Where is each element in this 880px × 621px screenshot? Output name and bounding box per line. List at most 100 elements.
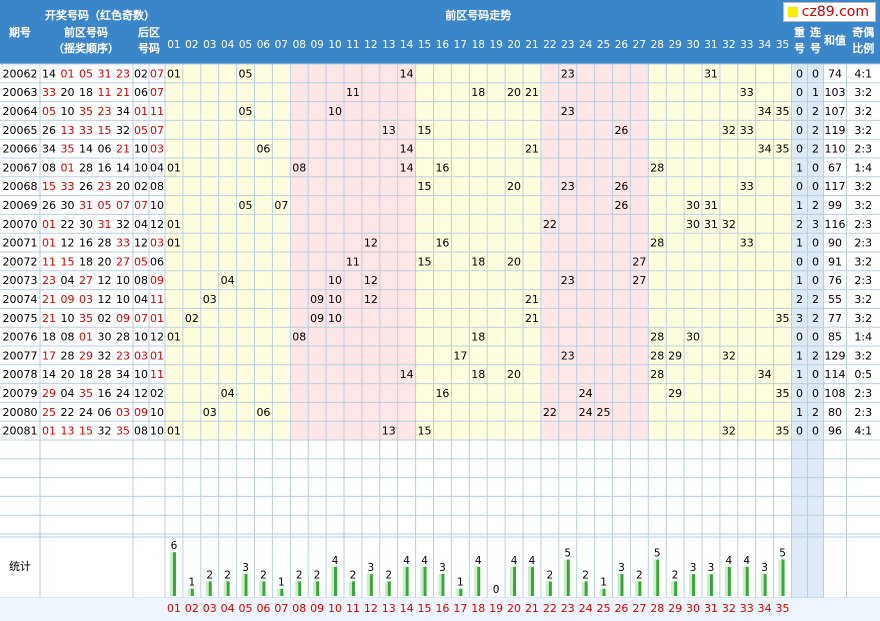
stat-bar-shade <box>366 574 370 596</box>
site-logo[interactable]: cz89.com <box>782 2 876 22</box>
row-front-number: 12 <box>98 274 112 287</box>
header-ratio-a: 奇偶 <box>852 25 874 39</box>
row-front-number: 11 <box>98 86 112 99</box>
row-sum: 114 <box>825 368 846 381</box>
row-trend-number: 04 <box>221 274 235 287</box>
bottom-col-23: 23 <box>561 602 575 615</box>
row-repeat: 0 <box>796 331 803 344</box>
bottom-col-31: 31 <box>704 602 718 615</box>
row-repeat: 0 <box>796 143 803 156</box>
stat-bar <box>674 581 678 596</box>
row-back-number: 02 <box>134 180 148 193</box>
row-back-number: 10 <box>150 425 164 438</box>
row-front-number: 22 <box>61 406 75 419</box>
row-front-number: 27 <box>116 255 130 268</box>
row-front-number: 35 <box>116 425 130 438</box>
row-front-number: 18 <box>79 255 93 268</box>
row-front-number: 28 <box>61 349 75 362</box>
row-trend-number: 15 <box>418 180 432 193</box>
row-front-number: 34 <box>42 143 56 156</box>
row-repeat: 0 <box>796 387 803 400</box>
stat-bar-shade <box>420 566 424 596</box>
row-front-number: 08 <box>42 161 56 174</box>
bottom-col-28: 28 <box>650 602 664 615</box>
row-consecutive: 2 <box>812 293 819 306</box>
row-front-number: 05 <box>79 67 93 80</box>
row-trend-number: 35 <box>776 105 790 118</box>
bottom-col-32: 32 <box>722 602 736 615</box>
stat-bar-shade <box>169 552 173 596</box>
row-trend-number: 08 <box>292 161 306 174</box>
row-ratio: 2:3 <box>854 274 872 287</box>
stat-bar-shade <box>474 566 478 596</box>
row-consecutive: 2 <box>812 312 819 325</box>
header-col-32: 32 <box>722 39 735 51</box>
row-trend-number: 22 <box>543 406 557 419</box>
stat-bar <box>459 588 463 596</box>
row-front-number: 21 <box>42 312 56 325</box>
row-trend-number: 14 <box>400 368 414 381</box>
row-period: 20074 <box>3 293 38 306</box>
row-front-number: 30 <box>61 199 75 212</box>
row-repeat: 1 <box>796 274 803 287</box>
row-trend-number: 12 <box>364 274 378 287</box>
stat-bar-label: 6 <box>171 540 178 552</box>
row-ratio: 2:3 <box>854 387 872 400</box>
header-col-27: 27 <box>633 39 646 51</box>
bottom-col-08: 08 <box>292 602 306 615</box>
row-trend-number: 15 <box>418 124 432 137</box>
row-front-number: 09 <box>61 293 75 306</box>
stat-bar-label: 4 <box>511 555 518 567</box>
row-trend-number: 18 <box>471 255 485 268</box>
stat-bar <box>208 581 212 596</box>
row-back-number: 10 <box>150 199 164 212</box>
header-col-19: 19 <box>489 39 502 51</box>
row-front-number: 13 <box>61 124 75 137</box>
stats-label: 统计 <box>9 560 31 573</box>
row-trend-number: 30 <box>686 199 700 212</box>
row-front-number: 30 <box>79 218 93 231</box>
stat-bar-shade <box>348 581 352 596</box>
row-repeat: 3 <box>796 312 803 325</box>
row-front-number: 26 <box>42 199 56 212</box>
row-repeat: 2 <box>796 218 803 231</box>
row-trend-number: 28 <box>650 331 664 344</box>
row-consecutive: 2 <box>812 105 819 118</box>
row-front-number: 10 <box>116 274 130 287</box>
header-col-21: 21 <box>525 39 538 51</box>
stat-bar <box>692 574 696 596</box>
row-consecutive: 2 <box>812 124 819 137</box>
stat-bar-shade <box>706 574 710 596</box>
row-back-number: 05 <box>134 124 148 137</box>
row-sum: 85 <box>828 331 842 344</box>
row-trend-number: 16 <box>435 161 449 174</box>
stat-bar-label: 2 <box>206 569 213 581</box>
bottom-col-22: 22 <box>543 602 557 615</box>
stat-bar-label: 3 <box>690 562 697 574</box>
row-back-number: 08 <box>134 274 148 287</box>
row-trend-number: 10 <box>328 312 342 325</box>
bottom-col-09: 09 <box>310 602 324 615</box>
row-trend-number: 22 <box>543 218 557 231</box>
row-trend-number: 32 <box>722 218 736 231</box>
stat-bar-shade <box>295 581 299 596</box>
row-trend-number: 33 <box>740 86 754 99</box>
stat-bar-shade <box>331 566 335 596</box>
header-col-17: 17 <box>454 39 467 51</box>
header-col-24: 24 <box>579 39 593 51</box>
row-trend-number: 29 <box>668 387 682 400</box>
row-front-number: 03 <box>79 293 93 306</box>
row-period: 20081 <box>3 425 38 438</box>
row-repeat: 1 <box>796 406 803 419</box>
row-front-number: 28 <box>79 161 93 174</box>
header-col-01: 01 <box>167 39 180 51</box>
bottom-col-34: 34 <box>758 602 772 615</box>
row-trend-number: 17 <box>453 349 467 362</box>
header-col-16: 16 <box>436 39 450 51</box>
stat-bar-label: 5 <box>564 548 571 560</box>
header-col-05: 05 <box>239 39 252 51</box>
row-back-number: 07 <box>150 67 164 80</box>
row-trend-number: 12 <box>364 237 378 250</box>
row-ratio: 3:2 <box>854 86 872 99</box>
stat-bar-label: 2 <box>260 569 267 581</box>
